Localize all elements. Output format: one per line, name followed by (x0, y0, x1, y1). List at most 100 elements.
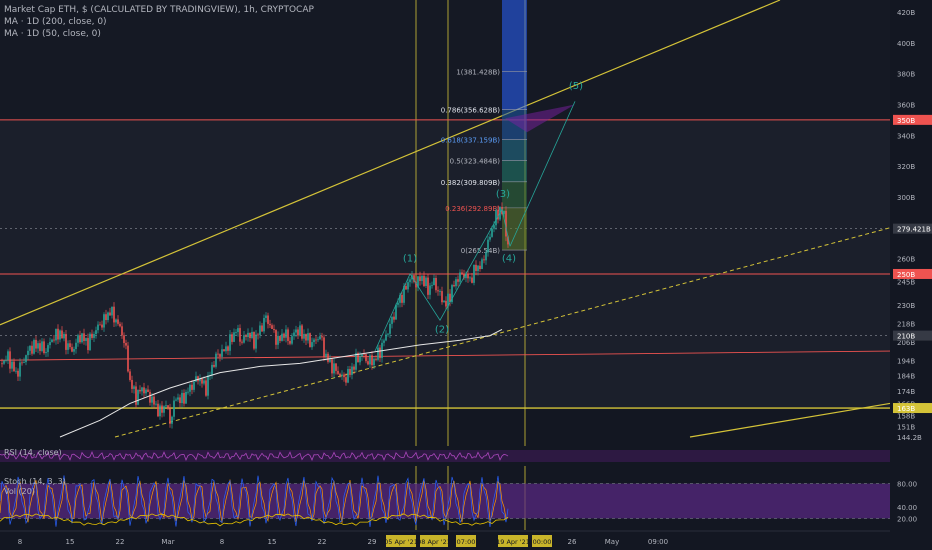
candle-body (79, 335, 81, 343)
candle-body (305, 333, 307, 341)
candle-body (135, 386, 137, 405)
candle-body (121, 326, 123, 336)
candle-body (333, 363, 335, 374)
candle-body (125, 342, 127, 346)
candle-body (113, 306, 115, 323)
candle-body (205, 380, 207, 396)
candle-body (353, 366, 355, 370)
candle-body (117, 319, 119, 324)
candle-body (311, 342, 313, 348)
candle-body (151, 396, 153, 403)
candle-body (145, 389, 147, 394)
candle-body (239, 328, 241, 342)
candle-body (127, 345, 129, 372)
candle-body (395, 304, 397, 320)
fib-label: 0.236(292.89B) (445, 205, 500, 213)
candle-body (191, 384, 193, 390)
candle-body (73, 349, 75, 352)
price-badge-label: 210B (897, 333, 915, 341)
y-tick-label: 184B (897, 373, 915, 381)
candle-body (277, 335, 279, 345)
candle-body (99, 324, 101, 326)
candle-body (489, 236, 491, 240)
candle-body (431, 285, 433, 286)
candle-body (401, 294, 403, 303)
candle-body (101, 324, 103, 328)
candle-body (61, 330, 63, 339)
candle-body (251, 331, 253, 339)
candle-body (493, 225, 495, 229)
candle-body (219, 354, 221, 357)
candle-body (51, 339, 53, 342)
candle-body (123, 335, 125, 343)
candle-body (301, 325, 303, 339)
candle-body (115, 319, 117, 323)
candle-body (7, 351, 9, 360)
candle-body (189, 384, 191, 392)
price-axis[interactable]: 420B 400B 380B 360B 340B 320B 300B 260B 245B 230B… (893, 9, 932, 442)
candle-body (303, 333, 305, 339)
price-badge (893, 330, 932, 341)
legend-ma50: MA · 1D (50, close, 0) (4, 29, 101, 39)
ma-line (59, 328, 503, 438)
candle-body (485, 252, 487, 261)
candle-body (409, 279, 411, 283)
price-badge-label: 250B (897, 271, 915, 279)
candle-body (159, 405, 161, 417)
candle-body (261, 325, 263, 332)
candle-body (43, 341, 45, 354)
candle-body (269, 323, 271, 326)
candle-body (357, 353, 359, 363)
candle-body (81, 333, 83, 343)
fib-extension (502, 0, 527, 72)
candle-body (213, 364, 215, 367)
candle-body (247, 332, 249, 338)
y-tick-label: 174B (897, 388, 915, 396)
candle-body (111, 306, 113, 316)
y-tick-label: 320B (897, 163, 915, 171)
candle-body (369, 355, 371, 365)
candle-body (351, 366, 353, 375)
candle-body (259, 325, 261, 335)
candle-body (447, 293, 449, 307)
candle-body (307, 333, 309, 341)
candle-body (347, 369, 349, 383)
candle-body (97, 324, 99, 331)
candle-body (317, 339, 319, 341)
candle-body (393, 316, 395, 320)
candle-body (33, 339, 35, 354)
x-tick-label: 8 (18, 538, 22, 546)
candle-body (361, 353, 363, 357)
candle-body (161, 405, 163, 413)
candle-body (407, 282, 409, 290)
candle-body (147, 389, 149, 392)
candle-body (241, 341, 243, 343)
candle-body (345, 377, 347, 383)
y-tick-label: 245B (897, 279, 915, 287)
candle-body (141, 387, 143, 392)
candle-body (31, 345, 33, 354)
candle-body (95, 330, 97, 335)
candle-body (315, 339, 317, 341)
candle-body (105, 314, 107, 321)
fib-label: 0.786(356.628B) (441, 107, 501, 115)
candle-body (339, 373, 341, 376)
stoch-d-line (0, 479, 509, 523)
candle-body (419, 276, 421, 281)
candle-body (313, 339, 315, 343)
candle-body (187, 391, 189, 393)
candle-body (449, 293, 451, 303)
y-tick-label: 380B (897, 71, 915, 79)
x-highlight-badge (498, 535, 528, 547)
y-tick-label: 260B (897, 256, 915, 264)
candle-body (29, 345, 31, 351)
x-highlight-badge (456, 535, 476, 547)
candle-body (469, 277, 471, 279)
candle-body (453, 285, 455, 287)
candle-body (245, 335, 247, 338)
y-tick-label: 151B (897, 424, 915, 432)
candle-body (129, 371, 131, 380)
x-tick-label: 22 (116, 538, 125, 546)
